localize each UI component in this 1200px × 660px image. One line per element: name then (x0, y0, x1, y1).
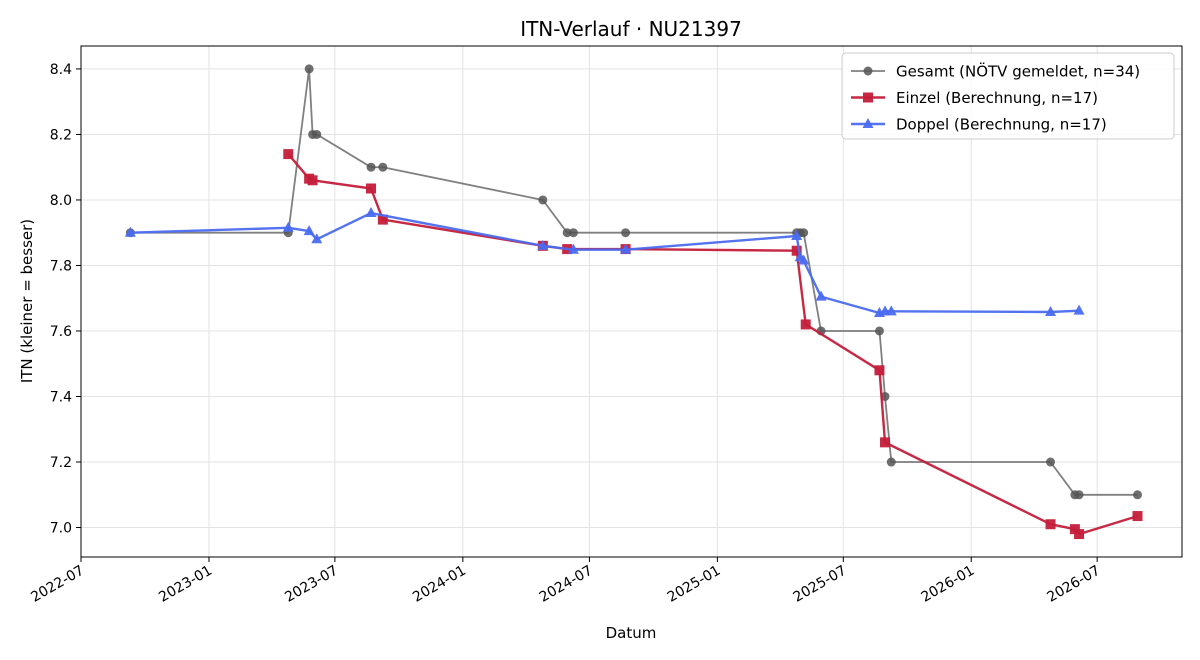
series-line (287, 153, 1138, 536)
y-tick-label: 8.0 (50, 193, 72, 209)
data-point (567, 243, 579, 254)
data-point (798, 254, 810, 265)
series-triangle (124, 207, 1085, 317)
data-point (366, 183, 377, 194)
legend-label: Doppel (Berechnung, n=17) (896, 116, 1107, 134)
data-point (1046, 457, 1056, 467)
x-tick-label: 2023-01 (156, 563, 215, 606)
legend-marker (863, 66, 873, 76)
data-point (1132, 490, 1142, 500)
data-point (885, 305, 897, 316)
data-point (282, 221, 294, 232)
x-tick-label: 2025-07 (791, 563, 850, 606)
x-tick-label: 2023-07 (282, 563, 341, 606)
data-point (874, 365, 885, 376)
x-tick-label: 2026-07 (1044, 563, 1103, 606)
data-point (562, 228, 572, 238)
data-point (304, 64, 314, 74)
data-point (307, 175, 318, 186)
data-point (1074, 529, 1085, 540)
series-square (283, 149, 1143, 540)
x-axis: 2022-07 2023-01 2023-07 2024-01 2024-07 2025-… (28, 557, 1103, 606)
legend-label: Gesamt (NÖTV gemeldet, n=34) (896, 62, 1140, 81)
data-point (791, 229, 803, 240)
x-tick-label: 2026-01 (919, 563, 978, 606)
data-point (620, 243, 632, 254)
x-tick-label: 2024-01 (410, 563, 469, 606)
data-point (378, 162, 388, 172)
data-point (377, 214, 388, 225)
data-point (537, 239, 549, 250)
y-tick-label: 7.6 (50, 324, 72, 340)
y-tick-label: 8.4 (50, 62, 72, 78)
y-tick-label: 7.0 (50, 521, 72, 537)
data-point (365, 207, 377, 218)
data-point (886, 457, 896, 467)
series-layer (124, 64, 1143, 540)
y-tick-label: 7.8 (50, 258, 72, 274)
grid (80, 46, 1182, 557)
data-point (1045, 305, 1057, 316)
data-point (791, 245, 802, 256)
y-tick-label: 7.2 (50, 455, 72, 471)
legend-box (841, 52, 1175, 140)
legend: Gesamt (NÖTV gemeldet, n=34) Einzel (Bere… (841, 52, 1175, 140)
y-axis: 7.0 7.2 7.4 7.6 7.8 8.0 8.2 8.4 (50, 62, 81, 537)
data-point (880, 437, 891, 448)
x-tick-label: 2025-01 (665, 563, 724, 606)
data-point (538, 195, 548, 205)
data-point (1074, 490, 1084, 500)
data-point (312, 129, 322, 139)
data-point (283, 149, 294, 160)
x-axis-label: Datum (606, 624, 657, 642)
legend-label: Einzel (Berechnung, n=17) (896, 89, 1098, 107)
data-point (568, 228, 578, 238)
chart-title: ITN-Verlauf · NU21397 (520, 17, 742, 41)
y-tick-label: 7.4 (50, 389, 72, 405)
data-point (1073, 304, 1085, 315)
data-point (815, 290, 827, 301)
data-point (366, 162, 376, 172)
x-tick-label: 2024-07 (537, 563, 596, 606)
data-point (800, 319, 811, 330)
y-tick-label: 8.2 (50, 127, 72, 143)
data-point (124, 226, 136, 237)
data-point (799, 228, 809, 238)
data-point (303, 225, 315, 236)
legend-marker (863, 92, 873, 103)
plot-frame (80, 45, 1183, 558)
data-point (1132, 511, 1143, 522)
data-point (1045, 519, 1056, 530)
series-line (130, 211, 1080, 315)
y-axis-label: ITN (kleiner = besser) (18, 219, 36, 383)
data-point (621, 228, 631, 238)
data-point (311, 233, 323, 244)
legend-marker (862, 118, 874, 128)
x-tick-label: 2022-07 (28, 563, 87, 606)
data-point (874, 326, 884, 336)
